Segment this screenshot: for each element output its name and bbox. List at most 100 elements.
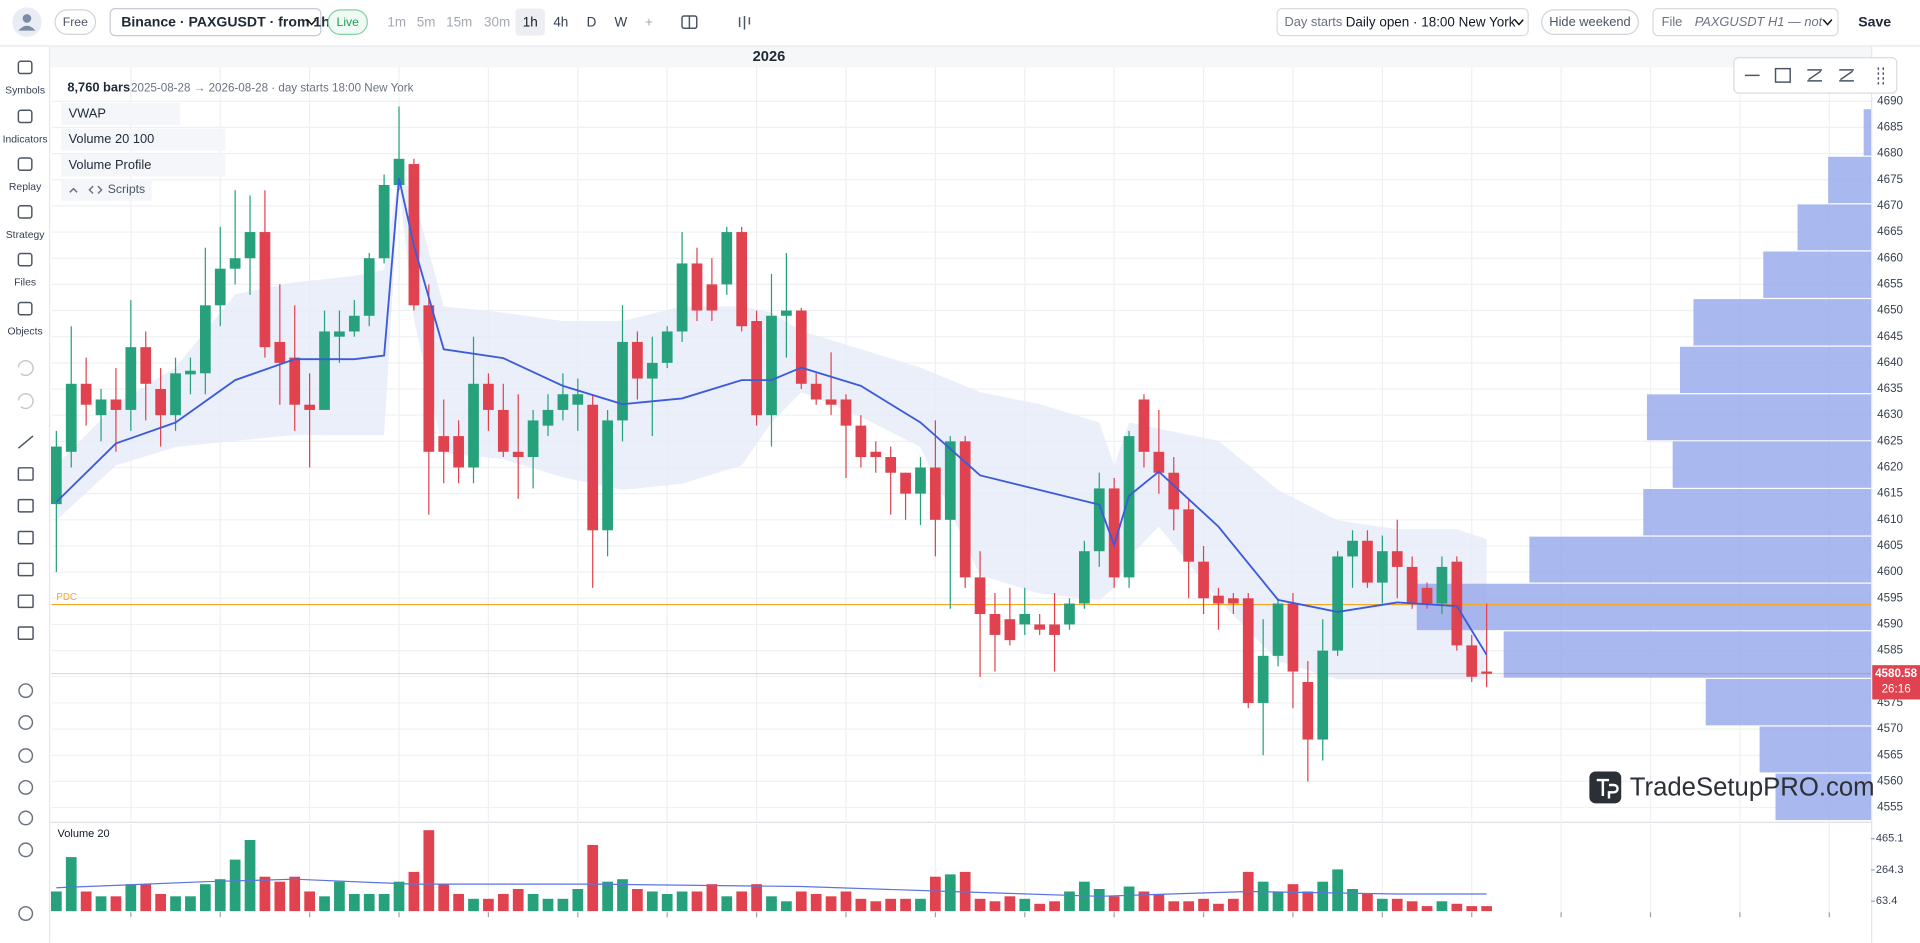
interval-button[interactable]: 5m — [417, 14, 436, 29]
volume-title: Volume 20 — [58, 828, 110, 840]
tool-icon[interactable] — [18, 779, 34, 795]
volume-profile-bar — [1828, 156, 1872, 204]
candle-body — [1257, 655, 1269, 703]
interval-button[interactable]: 30m — [484, 14, 510, 29]
sidebar-icon[interactable] — [17, 157, 33, 172]
candle-body — [319, 331, 330, 410]
candle-body — [1123, 436, 1135, 578]
volume-bar — [840, 891, 852, 912]
tool-icon[interactable] — [17, 435, 34, 449]
candle-body — [110, 399, 122, 410]
sidebar-icon[interactable] — [17, 301, 33, 316]
volume-bar — [304, 891, 315, 912]
candle-body — [825, 399, 837, 405]
candle-body — [483, 383, 494, 410]
volume-tick-label: 63.4 — [1876, 895, 1897, 907]
volume-bar — [1406, 901, 1418, 912]
sidebar-icon[interactable] — [17, 205, 33, 219]
volume-bar — [319, 896, 330, 912]
candle-body — [289, 357, 301, 405]
history-icon[interactable] — [17, 359, 34, 377]
interval-button[interactable]: 1h — [523, 14, 538, 29]
volume-bar — [944, 874, 956, 912]
interval-button[interactable]: D — [587, 14, 597, 29]
volume-bar — [1466, 906, 1478, 912]
sidebar-icon[interactable] — [17, 109, 33, 124]
volume-bar — [795, 891, 807, 912]
volume-bar — [1138, 891, 1150, 912]
volume-bar — [989, 901, 1001, 912]
sidebar-icon[interactable] — [17, 252, 33, 267]
volume-bar — [1213, 903, 1224, 912]
candle-body — [50, 446, 62, 505]
scripts-row[interactable] — [61, 178, 152, 201]
y-tick-label: 4635 — [1877, 382, 1903, 395]
save-label: Save — [1858, 13, 1891, 29]
volume-bar — [974, 898, 986, 912]
history-icon[interactable] — [17, 393, 34, 410]
file-box[interactable] — [1652, 8, 1839, 37]
tool-icon[interactable] — [17, 467, 34, 481]
drawing-tool[interactable] — [1807, 69, 1823, 82]
tool-icon[interactable] — [17, 530, 34, 545]
volume-profile-bar — [1763, 251, 1872, 298]
volume-bar — [1049, 901, 1060, 912]
chart-header: 2026 — [753, 49, 786, 65]
save-button[interactable] — [1848, 8, 1901, 36]
volume-profile-bar — [1416, 583, 1872, 631]
interval-button[interactable]: 1m — [387, 14, 406, 29]
volume-bar — [721, 896, 733, 912]
volume-bar — [423, 830, 435, 912]
drawing-tool[interactable] — [1774, 67, 1791, 83]
indicator-row[interactable] — [61, 154, 226, 177]
tool-icon[interactable] — [18, 683, 34, 699]
candle-body — [1302, 682, 1314, 740]
sidebar-icon[interactable] — [17, 60, 33, 75]
candle-body — [1138, 399, 1150, 452]
tool-icon[interactable] — [17, 562, 34, 577]
tool-icon[interactable] — [18, 906, 34, 922]
interval-button[interactable]: W — [614, 14, 627, 29]
tool-icon[interactable] — [17, 626, 34, 640]
interval-button[interactable]: + — [645, 14, 653, 29]
volume-bar — [1451, 903, 1463, 912]
tool-icon[interactable] — [18, 810, 34, 826]
live-pill[interactable] — [327, 9, 368, 35]
tool-icon[interactable] — [17, 498, 34, 513]
hide-weekend-pill[interactable] — [1541, 9, 1639, 35]
drawing-tool[interactable] — [1839, 69, 1854, 82]
indicator-icon[interactable] — [738, 15, 751, 30]
indicator-row[interactable] — [61, 102, 181, 125]
tool-icon[interactable] — [18, 748, 34, 764]
candle-body — [199, 305, 211, 374]
volume-bar — [632, 888, 643, 912]
candle-body — [1332, 556, 1344, 651]
volume-bar — [1391, 898, 1403, 912]
candle-body — [542, 409, 554, 426]
indicator-row[interactable] — [61, 128, 226, 151]
indicator-label: Volume Profile — [69, 157, 152, 172]
candle-body — [632, 341, 643, 379]
tool-icon[interactable] — [18, 715, 34, 730]
tool-icon[interactable] — [17, 594, 34, 609]
candle-body — [1034, 624, 1046, 630]
volume-bar — [170, 896, 181, 912]
scripts-label: Scripts — [108, 182, 145, 196]
day-starts-box[interactable] — [1276, 8, 1529, 37]
interval-button[interactable]: 15m — [446, 14, 472, 29]
candle-body — [766, 315, 777, 416]
volume-bar — [125, 884, 137, 912]
candle-body — [1227, 598, 1239, 604]
candle-body — [557, 394, 569, 410]
pdc-label: PDC — [56, 592, 77, 603]
candle-body — [259, 232, 271, 348]
candle-body — [1272, 603, 1284, 656]
tool-icon[interactable] — [18, 842, 34, 858]
candle-body — [155, 389, 167, 416]
interval-button[interactable]: 4h — [553, 14, 568, 29]
candle-body — [408, 164, 420, 306]
volume-bar — [527, 893, 539, 912]
volume-bar — [587, 844, 599, 912]
symbol-select[interactable] — [109, 8, 322, 37]
